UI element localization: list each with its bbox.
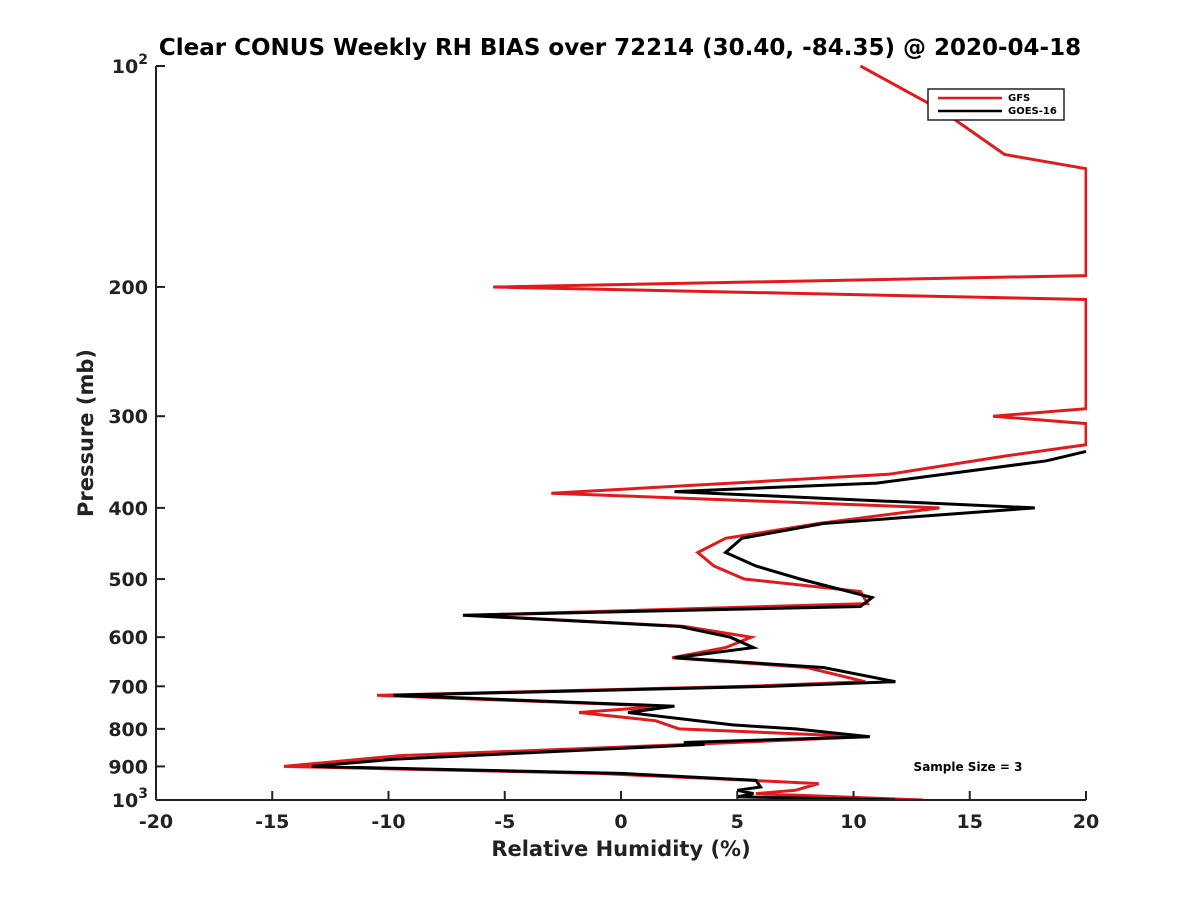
y-tick-label: 500: [108, 569, 148, 591]
axes-layer: -20 -15 -10 -5 0 5 10 15 20 102 200 300 400 500 600 700…: [108, 52, 1099, 833]
y-tick-label: 900: [108, 756, 148, 778]
legend-box: [927, 88, 1065, 121]
x-tick-label: -20: [139, 811, 173, 833]
y-tick-label: 800: [108, 719, 148, 741]
x-tick-label: 10: [840, 811, 866, 833]
x-tick-label: 5: [731, 811, 744, 833]
y-tick-label: 400: [108, 498, 148, 520]
y-tick-label: 103: [112, 786, 148, 812]
sample-size-annotation: Sample Size = 3: [914, 760, 1023, 774]
x-tick-label: 20: [1073, 811, 1099, 833]
y-tick-label: 102: [112, 52, 148, 78]
y-tick-label: 300: [108, 406, 148, 428]
y-tick-label: 700: [108, 676, 148, 698]
x-tick-label: -10: [371, 811, 405, 833]
series-line-gfs: [283, 65, 1087, 801]
x-tick-label: 15: [957, 811, 983, 833]
chart-title: Clear CONUS Weekly RH BIAS over 72214 (3…: [159, 35, 1081, 61]
y-axis-label: Pressure (mb): [74, 349, 98, 517]
series-layer: [283, 65, 1087, 801]
x-axis-label: Relative Humidity (%): [491, 837, 750, 861]
x-tick-label: -15: [255, 811, 289, 833]
legend-label-goes16: GOES-16: [1008, 106, 1057, 117]
series-line-goes16: [311, 449, 1087, 801]
y-tick-label: 200: [108, 277, 148, 299]
x-tick-label: 0: [614, 811, 627, 833]
legend: GFS GOES-16: [927, 88, 1065, 121]
legend-label-gfs: GFS: [1008, 93, 1030, 104]
y-tick-label: 600: [108, 627, 148, 649]
x-tick-label: -5: [494, 811, 515, 833]
